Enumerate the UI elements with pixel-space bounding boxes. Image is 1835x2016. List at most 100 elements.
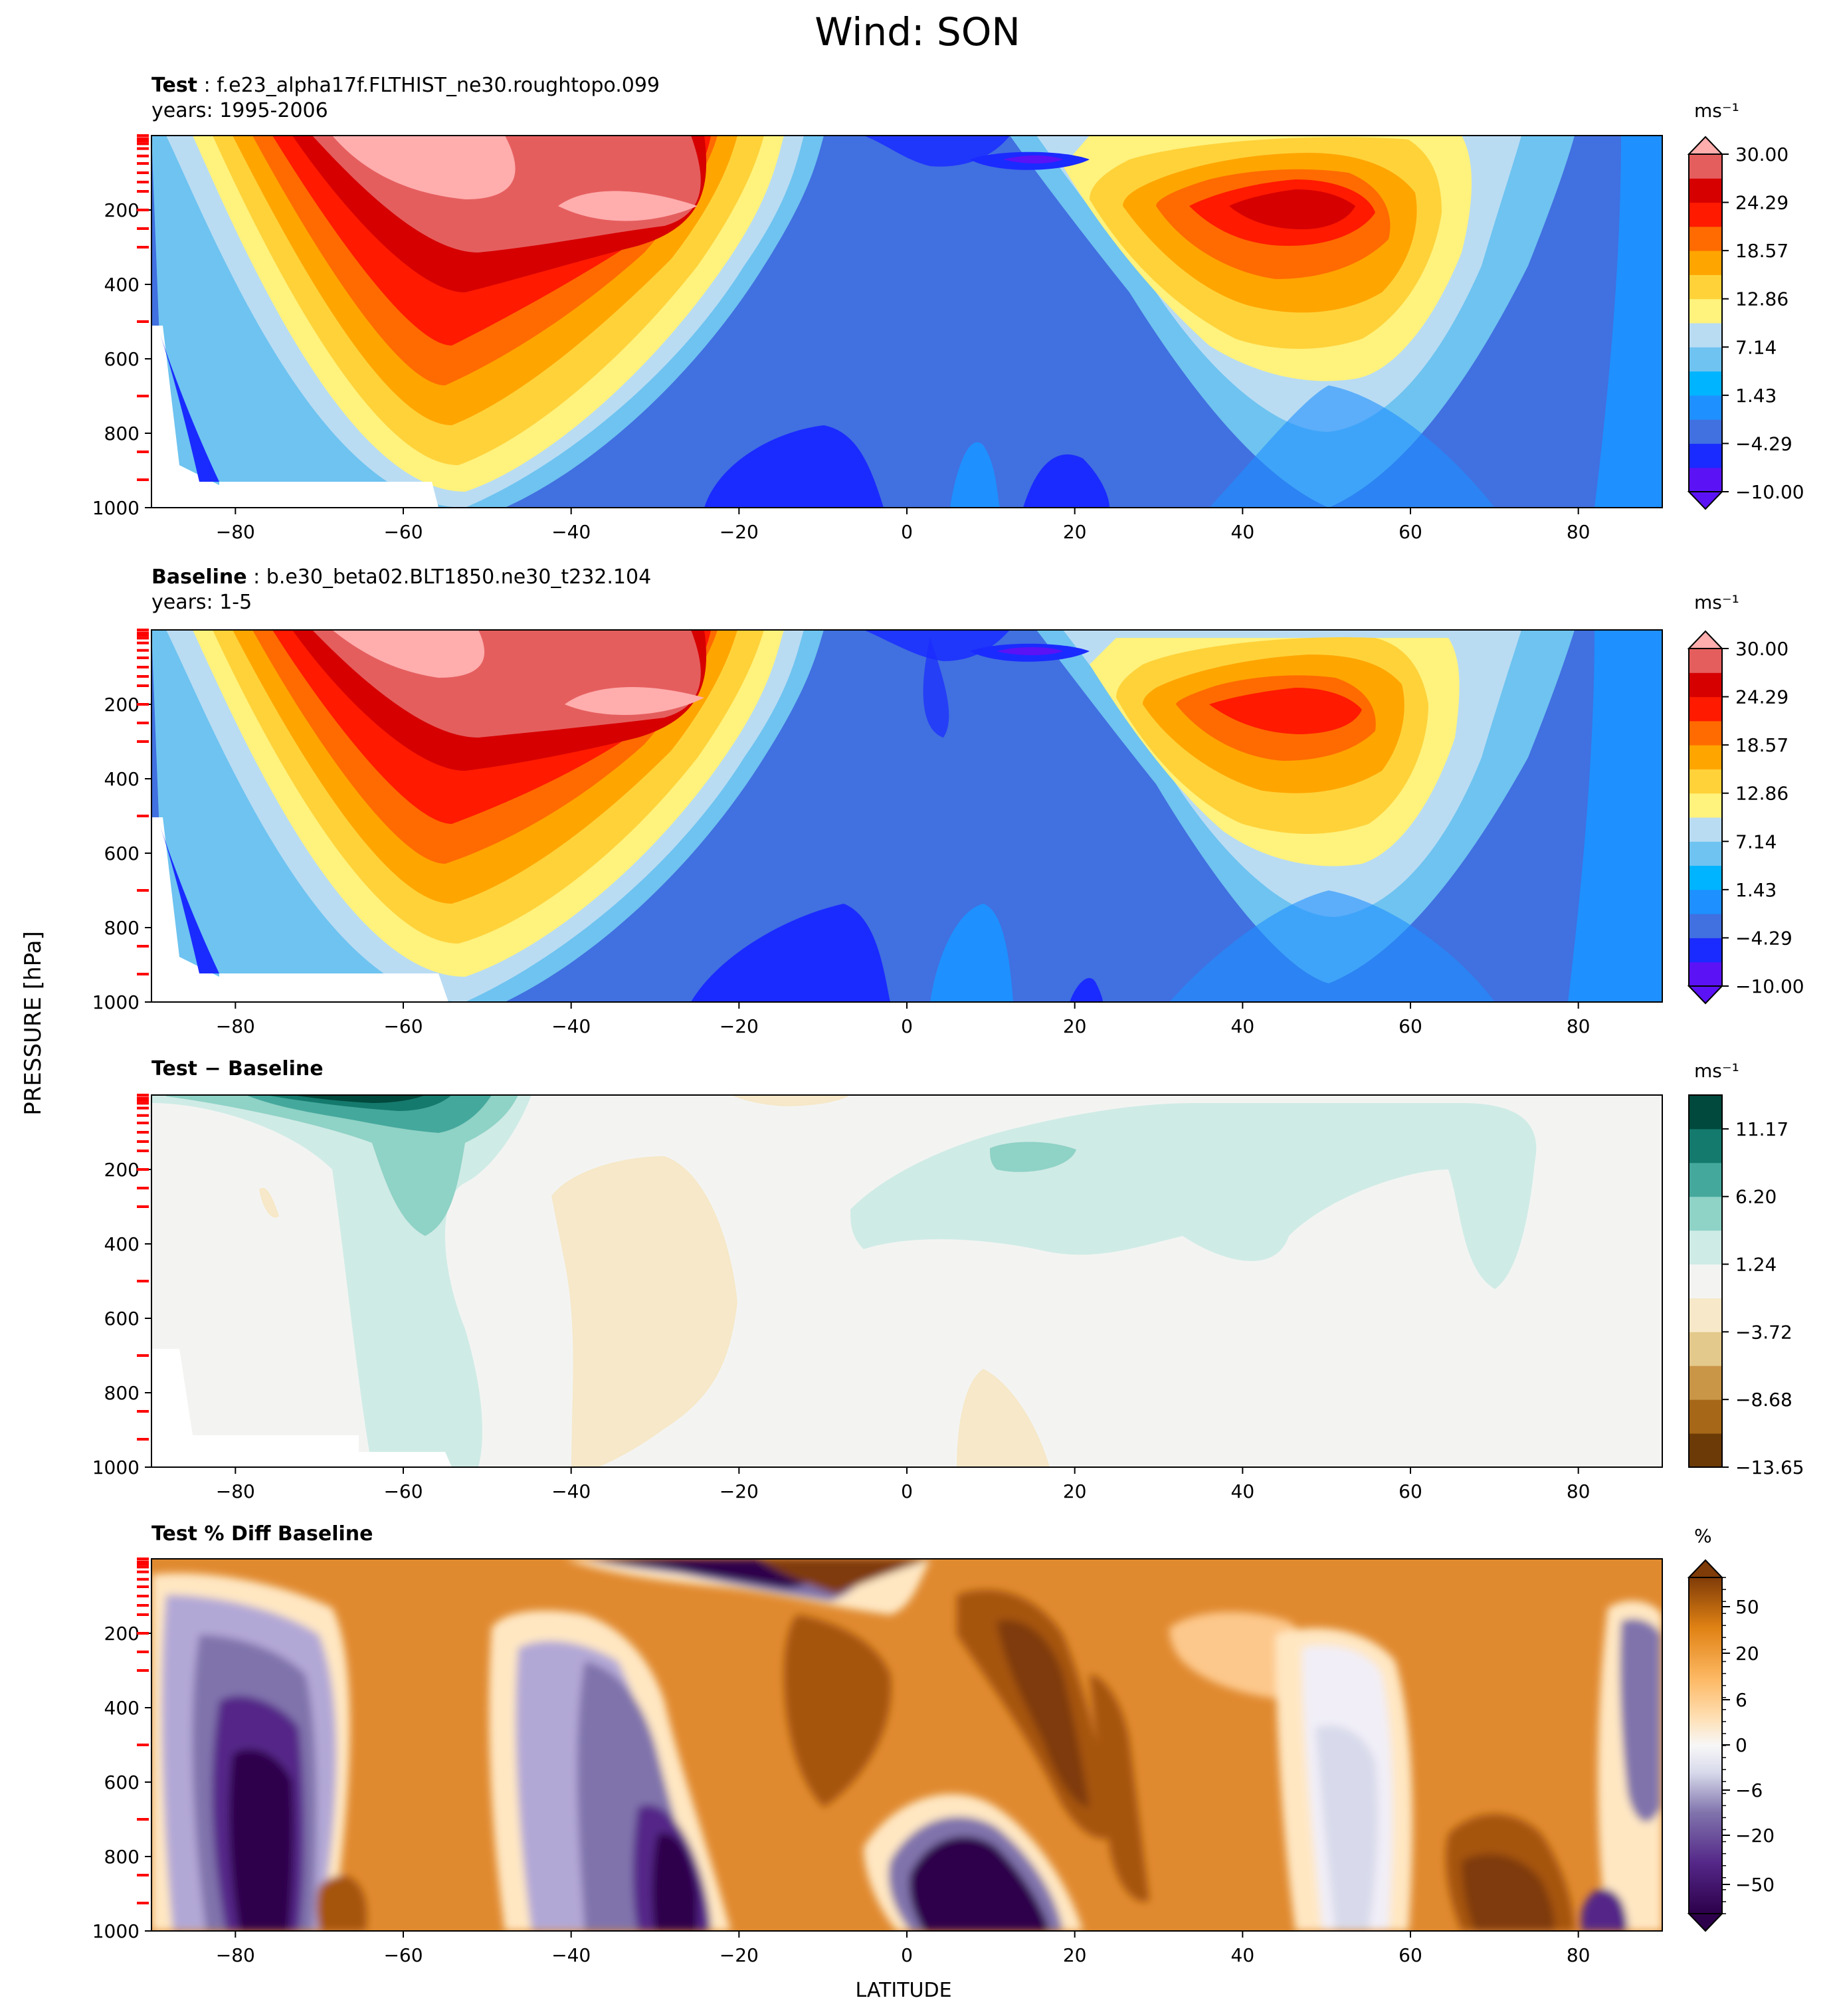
x-tick-label: −20: [720, 521, 759, 543]
panel-2-title-rest: : b.e30_beta02.BLT1850.ne30_t232.104: [246, 565, 652, 589]
colorbar-swatch: [1689, 938, 1722, 963]
colorbar-swatch: [1689, 1298, 1722, 1332]
panel-4-plot: [151, 1558, 1663, 1932]
colorbar-swatch: [1689, 298, 1722, 324]
colorbar-swatch: [1689, 720, 1722, 746]
colorbar-swatch: [1689, 154, 1722, 179]
colorbar-tick-label: 7.14: [1735, 831, 1777, 853]
panel-3-plot: [151, 1094, 1663, 1468]
y-tick-label: 400: [104, 1233, 140, 1255]
x-axis-label: LATITUDE: [855, 1979, 952, 2002]
colorbar-tick-label: 11.17: [1735, 1118, 1788, 1140]
colorbar-swatch: [1689, 178, 1722, 203]
x-tick-label: 40: [1231, 1944, 1255, 1966]
x-tick-label: −80: [216, 1015, 255, 1037]
colorbar-tick-label: −8.68: [1735, 1389, 1792, 1411]
x-tick-label: 80: [1567, 1015, 1591, 1037]
colorbar-tick-label: −4.29: [1735, 433, 1792, 454]
colorbar-swatch: [1689, 202, 1722, 227]
panel-1-title-bold: Test: [151, 74, 198, 97]
colorbar-tick-label: −4.29: [1735, 927, 1792, 949]
y-tick-label: 600: [104, 843, 140, 864]
x-tick-label: 20: [1063, 1480, 1087, 1502]
x-tick-label: −60: [383, 1015, 423, 1037]
y-tick-label: 800: [104, 917, 140, 939]
colorbar-swatch: [1689, 1128, 1722, 1163]
colorbar-swatch: [1689, 395, 1722, 420]
x-tick-label: −80: [216, 1480, 255, 1502]
colorbar-swatch: [1689, 817, 1722, 842]
y-tick-label: 1000: [92, 1920, 140, 1942]
x-tick-label: 40: [1231, 521, 1255, 543]
x-tick-label: 20: [1063, 521, 1087, 543]
y-tick-label: 400: [104, 274, 140, 296]
colorbar-tick-label: 50: [1735, 1596, 1759, 1618]
colorbar-4: 50 20 6 0 −6 −20 −50: [1687, 1559, 1775, 1932]
panel-2-unit: ms⁻¹: [1694, 591, 1739, 613]
figure-title: Wind: SON: [815, 9, 1020, 54]
x-tick-label: 0: [901, 1944, 913, 1966]
colorbar-tick-label: 20: [1735, 1643, 1759, 1664]
y-tick-label: 200: [104, 694, 140, 716]
colorbar-tick-label: 0: [1735, 1734, 1747, 1756]
colorbar-tick-label: −50: [1735, 1874, 1775, 1896]
y-tick-label: 600: [104, 348, 140, 370]
y-tick-label: 400: [104, 768, 140, 790]
colorbar-tick-label: 30.00: [1735, 638, 1788, 660]
colorbar-swatch: [1689, 226, 1722, 251]
x-tick-label: 80: [1567, 1480, 1591, 1502]
x-tick-label: 20: [1063, 1015, 1087, 1037]
x-tick-label: 0: [901, 521, 913, 543]
colorbar-swatch: [1689, 769, 1722, 794]
colorbar-swatch: [1689, 914, 1722, 938]
panel-3-unit: ms⁻¹: [1694, 1060, 1739, 1082]
x-tick-label: 60: [1399, 1944, 1422, 1966]
y-tick-label: 1000: [92, 1457, 140, 1478]
x-tick-label: −80: [216, 1944, 255, 1966]
colorbar-tick-label: 1.43: [1735, 385, 1777, 407]
colorbar-tick-label: 30.00: [1735, 144, 1788, 165]
panel-2-title: Baseline : b.e30_beta02.BLT1850.ne30_t23…: [151, 565, 651, 590]
colorbar-swatch: [1689, 371, 1722, 396]
x-tick-label: −20: [720, 1480, 759, 1502]
colorbar-tick-label: 1.43: [1735, 879, 1777, 901]
colorbar-1: 30.00 24.29 18.57 12.86 7.14 1.43 −4.29 −10.00: [1687, 136, 1804, 510]
colorbar-tick-label: 1.24: [1735, 1254, 1777, 1276]
colorbar-tick-label: 6: [1735, 1689, 1747, 1711]
panel-2-title-bold: Baseline: [151, 565, 247, 589]
colorbar-tick-label: −6: [1735, 1779, 1763, 1801]
colorbar-swatch: [1689, 696, 1722, 722]
colorbar-swatch: [1689, 1433, 1722, 1468]
x-tick-label: 60: [1399, 521, 1422, 543]
colorbar-swatch: [1689, 745, 1722, 769]
x-tick-label: −60: [383, 521, 423, 543]
colorbar-swatch: [1689, 1196, 1722, 1231]
x-tick-label: −60: [383, 1480, 423, 1502]
colorbar-tick-label: 12.86: [1735, 783, 1788, 805]
x-tick-label: −80: [216, 521, 255, 543]
panel-2-plot: [151, 629, 1663, 1003]
panel-3-title: Test − Baseline: [151, 1057, 324, 1082]
colorbar-tick-label: −13.65: [1735, 1457, 1804, 1478]
x-tick-label: 60: [1399, 1015, 1422, 1037]
panel-4-unit: %: [1694, 1525, 1712, 1547]
y-tick-label: 800: [104, 1846, 140, 1868]
x-tick-label: −60: [383, 1944, 423, 1966]
colorbar-tick-label: −10.00: [1735, 481, 1804, 503]
x-tick-label: −20: [720, 1015, 759, 1037]
x-tick-label: −40: [551, 1944, 591, 1966]
colorbar-tick-label: −3.72: [1735, 1321, 1792, 1343]
colorbar-swatch: [1689, 1365, 1722, 1400]
colorbar-swatch: [1689, 793, 1722, 818]
colorbar-swatch: [1689, 1095, 1722, 1130]
panel-3-title-bold: Test − Baseline: [151, 1057, 324, 1080]
y-tick-label: 200: [104, 1623, 140, 1645]
colorbar-swatch: [1689, 865, 1722, 890]
colorbar-swatch: [1689, 467, 1722, 492]
panel-1-title-rest: : f.e23_alpha17f.FLTHIST_ne30.roughtopo.…: [197, 74, 660, 97]
colorbar-swatch: [1689, 889, 1722, 914]
x-tick-label: 80: [1567, 521, 1591, 543]
x-tick-label: −40: [551, 521, 591, 543]
colorbar-tick-label: 6.20: [1735, 1186, 1777, 1208]
y-tick-label: 800: [104, 1382, 140, 1404]
